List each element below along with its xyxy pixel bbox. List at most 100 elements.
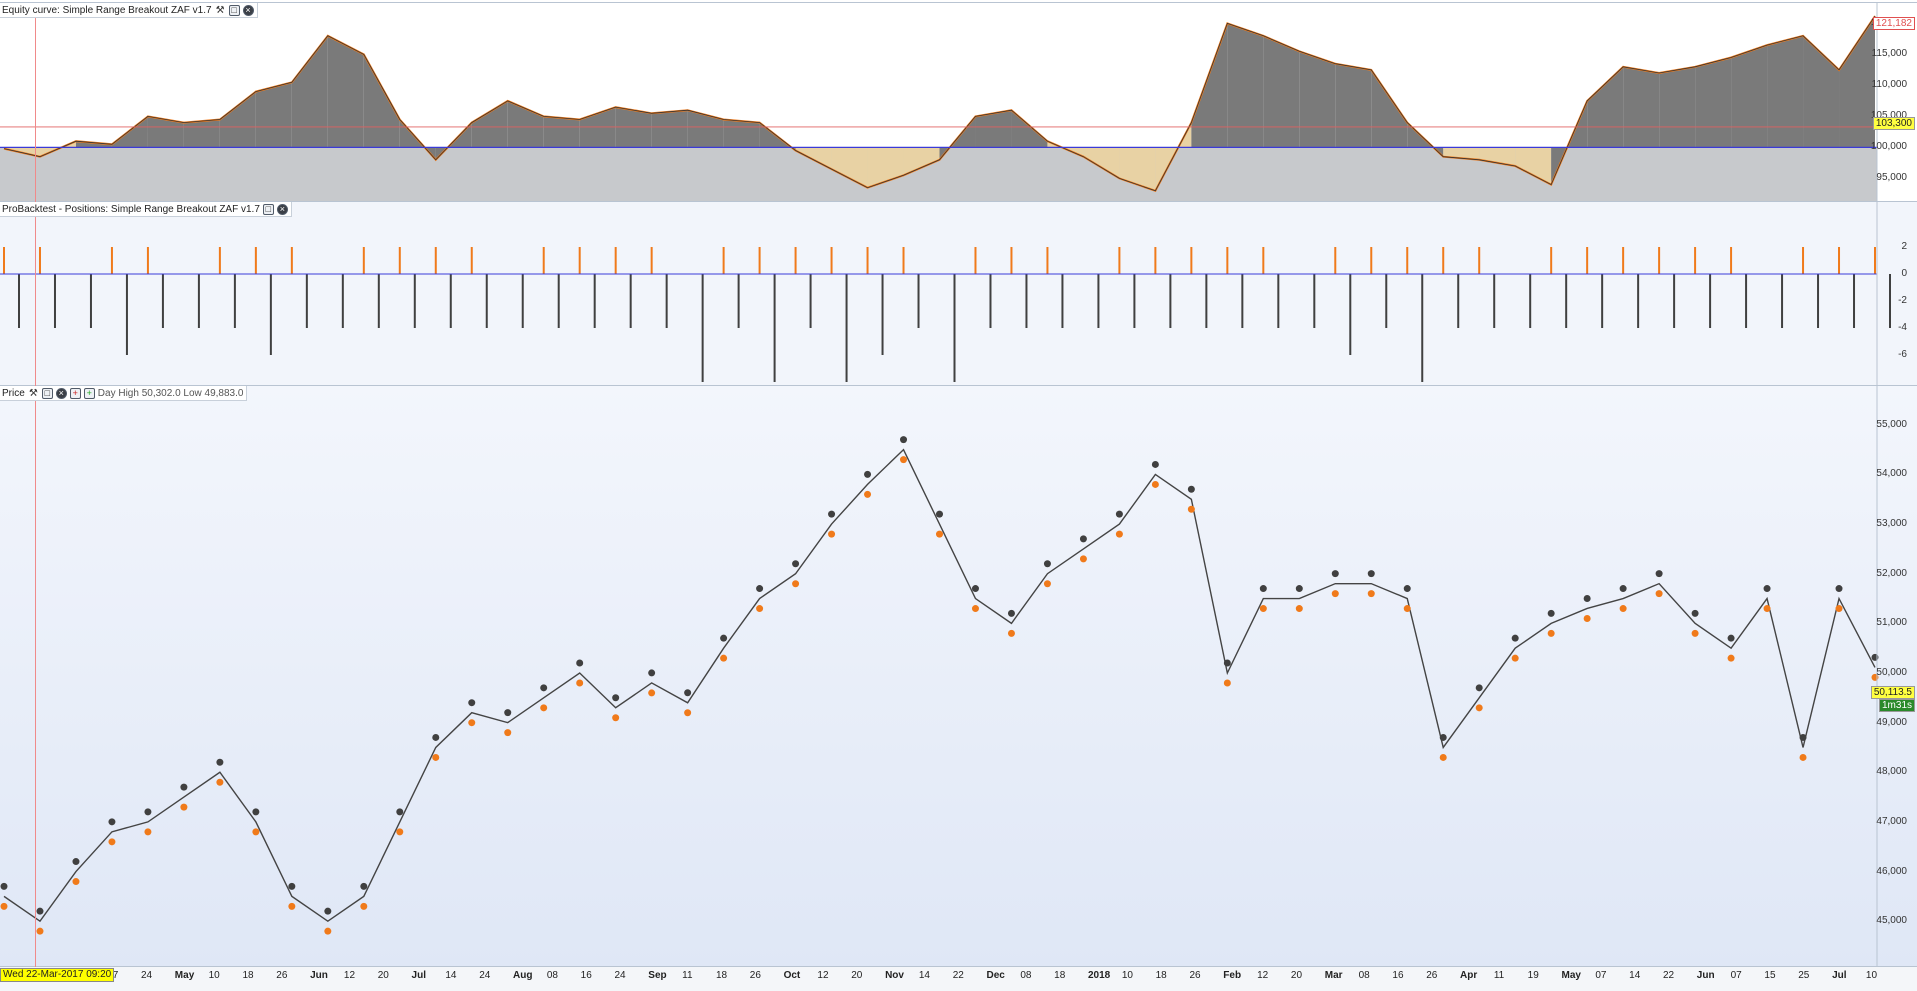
equity-ref-value-badge: 103,300	[1872, 117, 1915, 130]
buy-marker	[360, 902, 368, 910]
equity-area-segment	[255, 82, 292, 148]
equity-area-segment	[903, 147, 940, 176]
time-axis-label: Oct	[783, 970, 801, 981]
long-position-bar	[542, 247, 545, 274]
long-position-bar	[1874, 247, 1876, 274]
buy-marker	[1151, 480, 1159, 488]
time-axis-label: Jun	[1696, 970, 1715, 981]
long-position-bar	[1478, 247, 1481, 274]
equity-area-segment	[1695, 57, 1732, 148]
add-indicator-icon[interactable]: +	[83, 387, 95, 399]
long-position-bar	[434, 247, 437, 274]
long-position-bar	[1658, 247, 1661, 274]
buy-marker	[216, 778, 224, 786]
long-position-bar	[254, 247, 257, 274]
short-position-bar	[197, 274, 200, 328]
buy-marker	[1007, 629, 1015, 637]
buy-marker	[1295, 605, 1303, 613]
short-position-bar	[125, 274, 128, 355]
time-axis-label: 24	[140, 970, 153, 981]
buy-marker	[1187, 505, 1195, 513]
time-axis-label: 18	[1054, 970, 1066, 981]
short-position-bar	[1133, 274, 1136, 328]
maximize-icon[interactable]: □	[262, 203, 274, 215]
equity-area-segment	[1011, 110, 1048, 148]
equity-tick-label: 95,000	[1876, 172, 1907, 184]
price-overlay-text: Day High 50,302.0 Low 49,883.0	[97, 387, 244, 399]
sell-marker	[828, 510, 836, 518]
close-icon[interactable]: ×	[276, 203, 288, 215]
sell-marker	[180, 783, 188, 791]
sell-marker	[1691, 609, 1699, 617]
long-position-bar	[650, 247, 653, 274]
long-position-bar	[866, 247, 869, 274]
sell-marker	[756, 585, 764, 593]
buy-marker	[1367, 590, 1375, 598]
buy-marker	[432, 753, 440, 761]
positions-tick-label: -2	[1898, 295, 1907, 306]
price-panel-header: Price ⚒ □ × + + Day High 50,302.0 Low 49…	[0, 386, 248, 401]
sell-marker	[576, 659, 584, 667]
time-axis-label: 07	[1595, 970, 1607, 981]
equity-area-segment	[219, 91, 256, 148]
long-position-bar	[1838, 247, 1841, 274]
wrench-icon[interactable]: ⚒	[28, 387, 38, 399]
price-tick-label: 49,000	[1876, 716, 1907, 728]
positions-tick-label: 2	[1901, 241, 1907, 252]
time-axis-label: 12	[817, 970, 829, 981]
time-axis-label: Sep	[648, 970, 667, 981]
long-position-bar	[1550, 247, 1553, 274]
short-position-bar	[413, 274, 416, 328]
maximize-icon[interactable]: □	[41, 387, 53, 399]
time-axis-label: 14	[445, 970, 457, 981]
sell-marker	[1619, 585, 1627, 593]
short-position-bar	[1061, 274, 1064, 328]
sell-marker	[648, 669, 656, 677]
buy-marker	[1727, 654, 1735, 662]
equity-area-segment	[1803, 35, 1840, 148]
buy-marker	[1691, 629, 1699, 637]
equity-area-segment	[1839, 16, 1875, 148]
long-position-bar	[974, 247, 977, 274]
price-tick-label: 55,000	[1876, 418, 1907, 430]
buy-marker	[1475, 704, 1483, 712]
sell-marker	[612, 694, 620, 702]
add-indicator-icon[interactable]: +	[69, 387, 81, 399]
equity-tick-label: 105,000	[1870, 110, 1907, 122]
maximize-icon[interactable]: □	[228, 4, 240, 16]
close-icon[interactable]: ×	[55, 387, 67, 399]
equity-area-segment	[1515, 147, 1552, 185]
sell-marker	[792, 560, 800, 568]
short-position-bar	[593, 274, 596, 328]
time-axis-label: 22	[952, 970, 964, 981]
wrench-icon[interactable]: ⚒	[215, 4, 225, 16]
time-axis-label: Feb	[1223, 970, 1242, 981]
buy-marker	[504, 729, 512, 737]
buy-marker	[576, 679, 584, 687]
long-position-bar	[1730, 247, 1733, 274]
equity-panel-title: Equity curve: Simple Range Breakout ZAF …	[2, 4, 212, 16]
close-icon[interactable]: ×	[242, 4, 254, 16]
short-position-bar	[1529, 274, 1532, 328]
short-position-bar	[1349, 274, 1352, 355]
short-position-bar	[917, 274, 920, 328]
equity-area-segment	[1191, 23, 1228, 148]
time-axis-label: 20	[377, 970, 389, 981]
positions-tick-label: -6	[1898, 349, 1907, 360]
buy-marker	[180, 803, 188, 811]
time-axis-label: 11	[1493, 970, 1505, 981]
equity-area-segment	[1263, 35, 1300, 148]
short-position-bar	[701, 274, 704, 382]
sell-marker	[432, 733, 440, 741]
equity-area-segment	[1227, 23, 1264, 148]
long-position-bar	[1370, 247, 1373, 274]
sell-marker	[1151, 460, 1159, 468]
sell-marker	[360, 882, 368, 890]
long-position-bar	[398, 247, 401, 274]
time-axis-label: 14	[1629, 970, 1641, 981]
buy-marker	[252, 828, 260, 836]
long-position-bar	[1334, 247, 1337, 274]
time-axis[interactable]	[0, 966, 1917, 991]
equity-area-segment	[543, 116, 580, 148]
time-axis-label: Jul	[411, 970, 426, 981]
